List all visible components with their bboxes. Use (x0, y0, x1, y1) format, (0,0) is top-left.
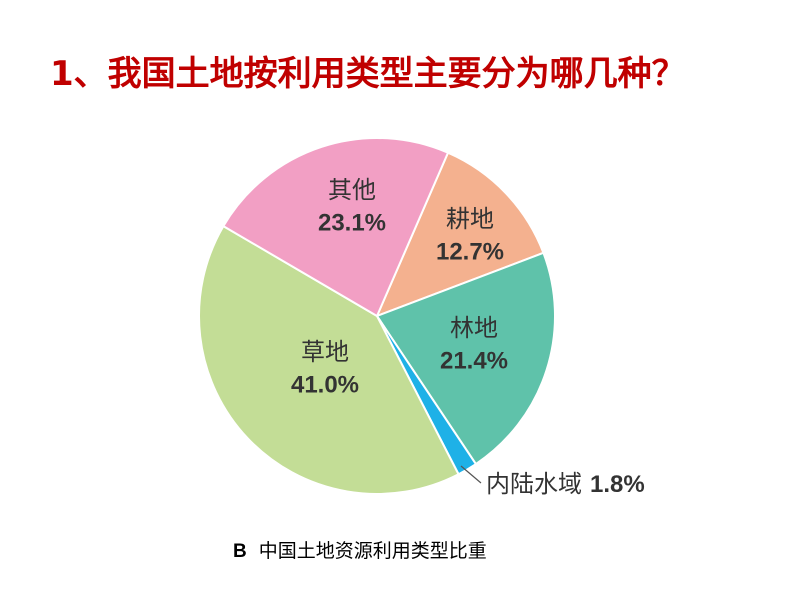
slice-value-inland-water: 1.8% (590, 471, 645, 498)
slice-label-forest: 林地 (450, 314, 498, 342)
slide-title: 1、我国土地按利用类型主要分为哪几种？ (50, 54, 686, 94)
chart-caption: B 中国土地资源利用类型比重 (233, 536, 487, 563)
leader-line-inland-water (460, 465, 482, 484)
slice-label-grassland: 草地 (301, 338, 349, 366)
slice-label-group-inland-water: 内陆水域 1.8% (486, 470, 645, 498)
slice-value-farmland: 12.7% (436, 239, 504, 266)
pie-slice-forest (375, 251, 556, 466)
pie-slice-farmland (375, 151, 545, 318)
slice-label-inland-water: 内陆水域 (486, 470, 582, 498)
slice-value-other: 23.1% (318, 210, 386, 237)
slice-label-other: 其他 (328, 176, 376, 204)
pie-slice-other (222, 137, 450, 318)
pie-slice-grassland (198, 224, 460, 495)
figure-label: B (233, 541, 247, 562)
slice-value-grassland: 41.0% (291, 372, 359, 399)
chart-title: 中国土地资源利用类型比重 (258, 540, 487, 562)
slice-value-forest: 21.4% (440, 348, 508, 375)
slice-label-farmland: 耕地 (446, 205, 494, 233)
